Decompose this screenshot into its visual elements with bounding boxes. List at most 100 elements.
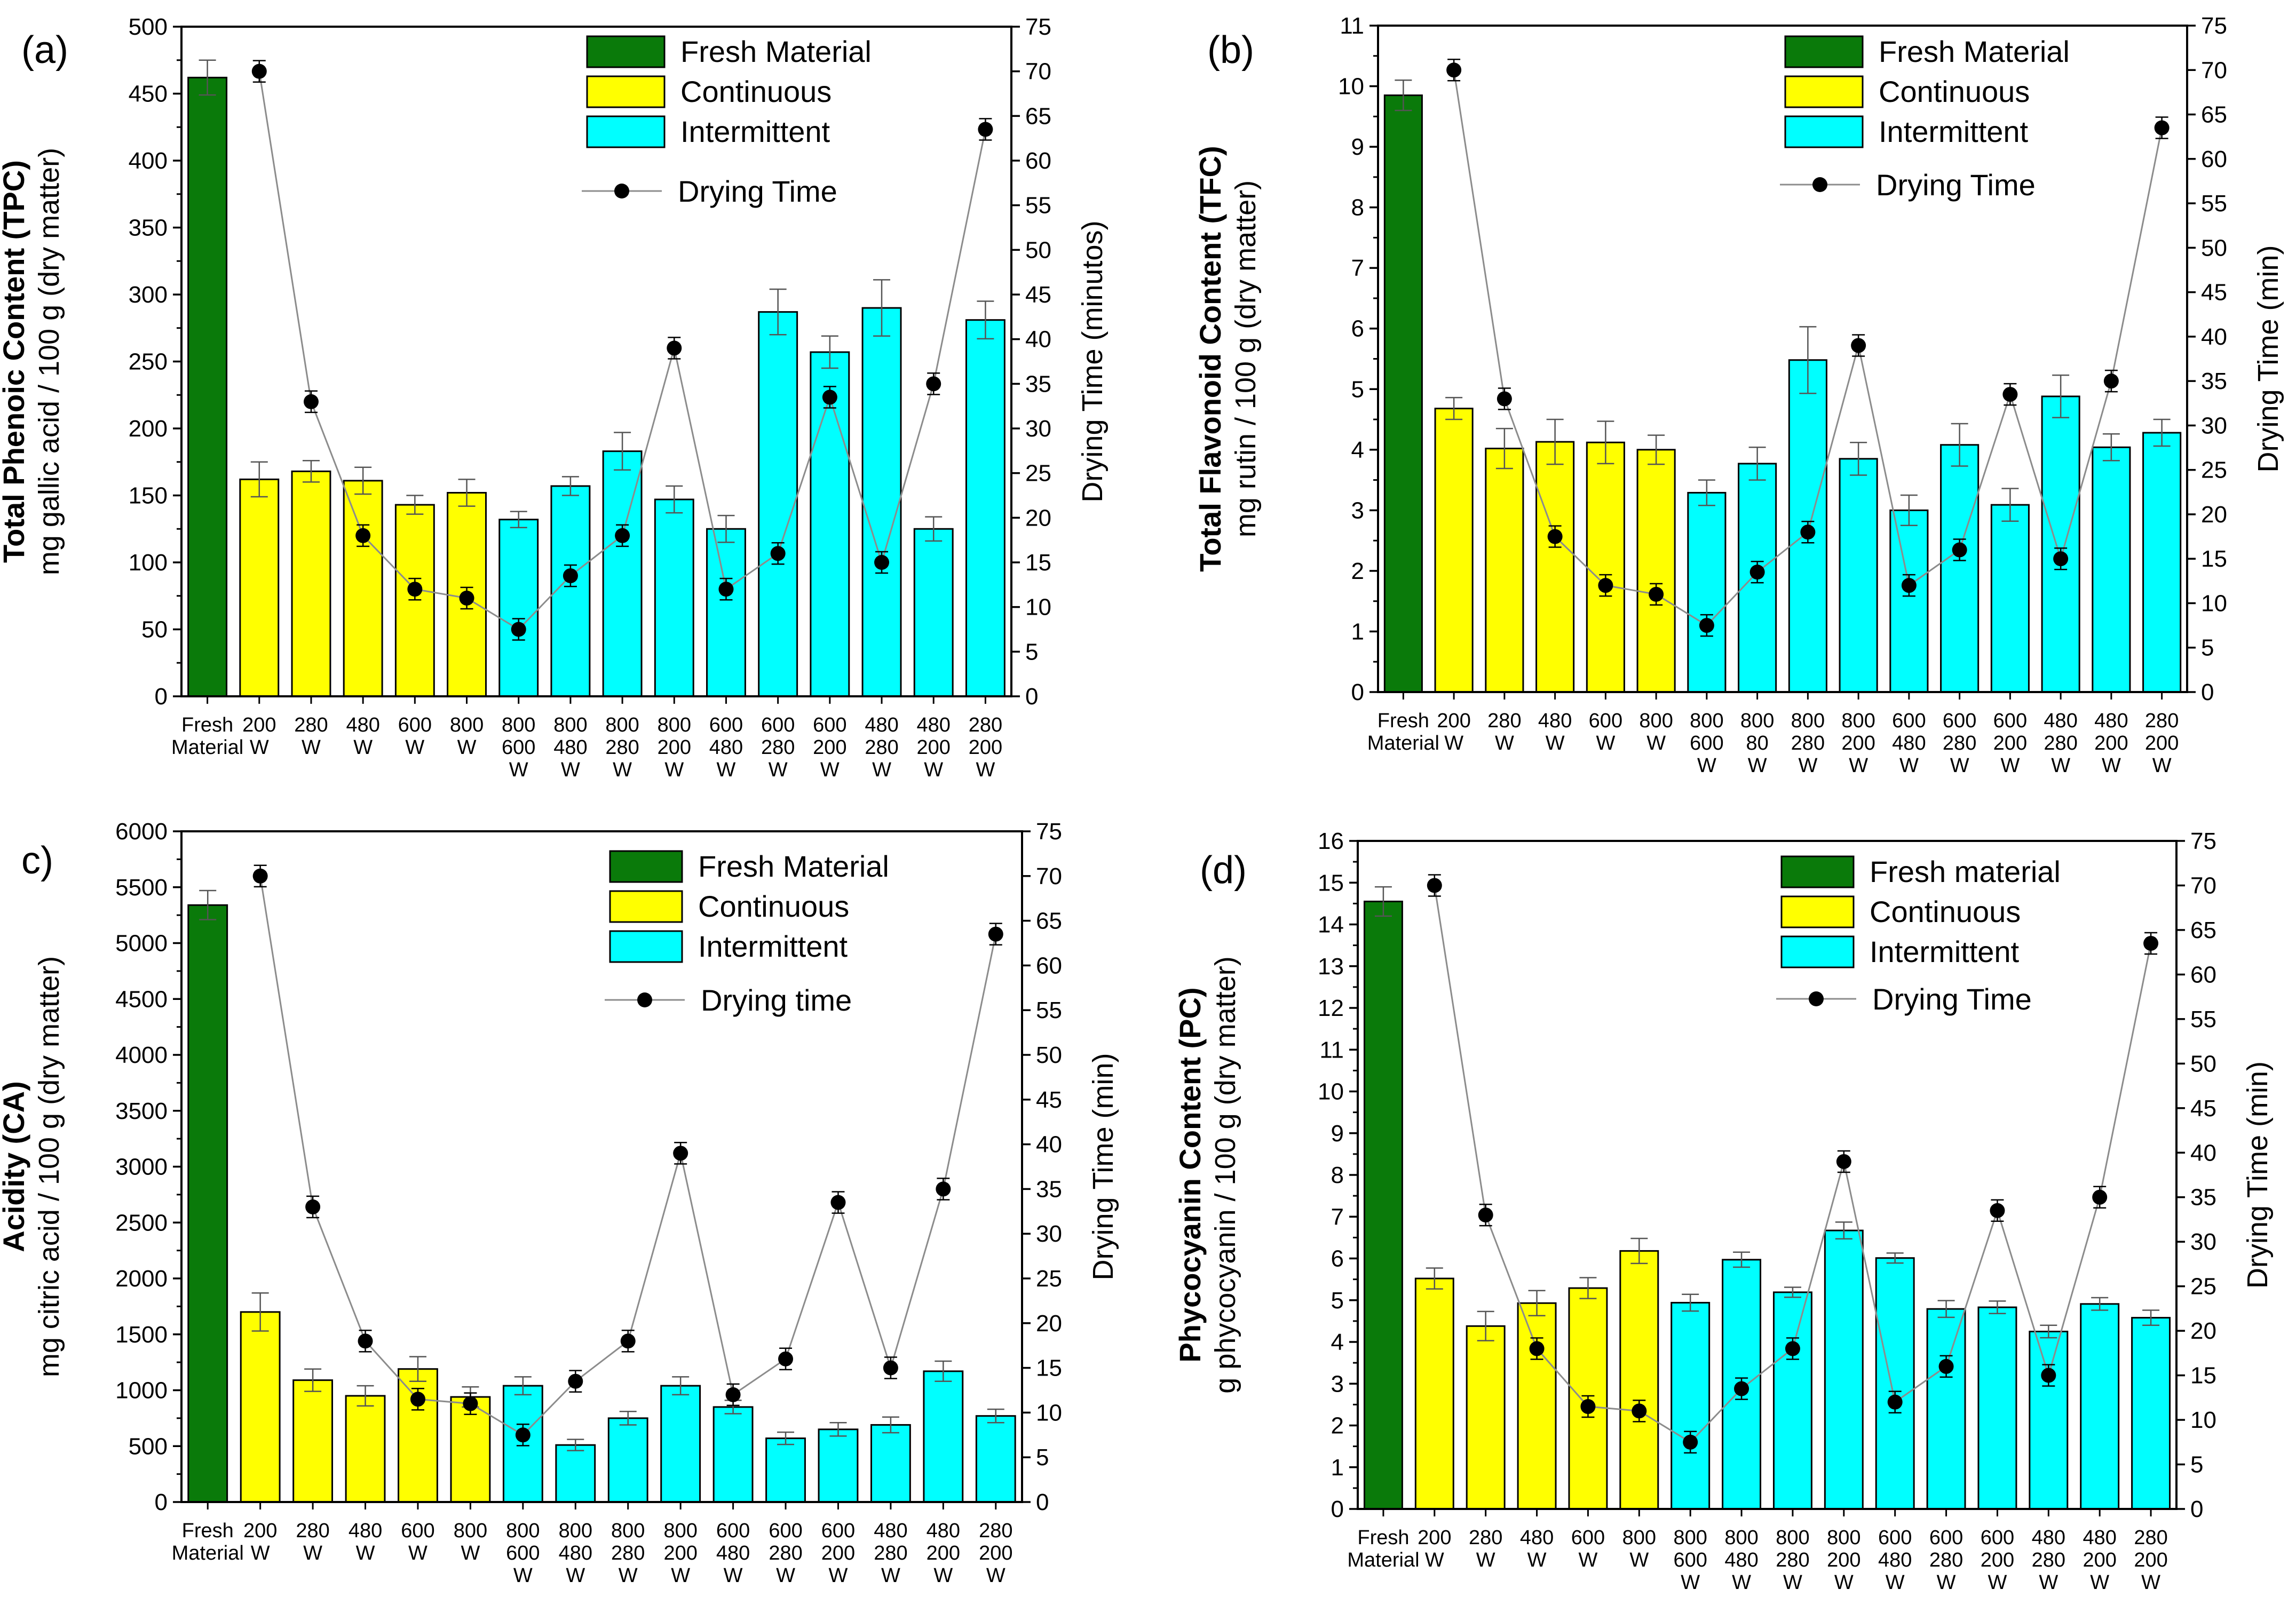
- bar: [1586, 441, 1625, 693]
- x-tick-label: W: [1950, 754, 1969, 777]
- x-tick-label: 280: [2145, 710, 2179, 732]
- bar: [2029, 1330, 2069, 1510]
- y2-tick-label: 70: [1036, 863, 1062, 889]
- y-axis-title: Total Flavonoid Content (TFC): [1193, 146, 1227, 571]
- x-tick-label: W: [1783, 1571, 1802, 1594]
- bar: [2142, 432, 2182, 693]
- y2-tick-label: 10: [1025, 594, 1051, 621]
- drying-time-point: [1887, 1394, 1903, 1410]
- y-tick-label: 500: [129, 1433, 168, 1459]
- y2-tick-label: 0: [2201, 679, 2214, 705]
- legend-label: Drying Time: [1876, 168, 2036, 202]
- drying-time-point: [778, 1351, 794, 1366]
- bar: [1977, 1306, 2017, 1510]
- x-tick-label: 800: [1690, 710, 1723, 732]
- x-tick-label: 600: [716, 1520, 750, 1542]
- x-tick-label: 200: [969, 736, 1002, 759]
- x-tick-label: W: [1681, 1571, 1700, 1594]
- x-tick-label: 200: [821, 1542, 855, 1564]
- x-tick-label: W: [933, 1564, 953, 1587]
- bar: [555, 1444, 596, 1503]
- x-tick-label: 480: [346, 714, 379, 736]
- bar: [1824, 1229, 1864, 1510]
- y2-tick-label: 55: [2190, 1006, 2216, 1032]
- bar: [660, 1385, 701, 1503]
- x-tick-label: 600: [1589, 710, 1622, 732]
- x-tick-label: 280: [296, 1520, 329, 1542]
- y-tick-label: 11: [1340, 13, 1364, 39]
- legend-marker: [637, 992, 652, 1007]
- legend-marker: [1809, 991, 1824, 1006]
- y2-tick-label: 65: [1036, 908, 1062, 934]
- bar: [1670, 1301, 1711, 1510]
- x-tick-label: W: [2000, 754, 2020, 777]
- bar: [2131, 1317, 2171, 1510]
- y2-tick-label: 45: [2201, 280, 2227, 306]
- bar: [765, 1437, 806, 1503]
- x-tick-label: 800: [502, 714, 535, 736]
- legend-label: Fresh Material: [680, 35, 872, 68]
- y2-tick-label: 40: [1025, 327, 1051, 353]
- x-tick-label: 280: [979, 1520, 1012, 1542]
- x-tick-label: W: [566, 1564, 585, 1587]
- chart-panel-4: (d)0123456789101112131415160510152025303…: [1173, 828, 2274, 1594]
- x-tick-label: W: [561, 759, 580, 781]
- drying-time-point: [1938, 1358, 1954, 1374]
- x-tick-label: W: [724, 1564, 743, 1587]
- y-tick-label: 4: [1331, 1329, 1344, 1355]
- bar: [1414, 1277, 1454, 1510]
- y-axis-title: Total Phenoic Content (TPC): [0, 160, 30, 563]
- y-tick-label: 6: [1331, 1246, 1344, 1272]
- y2-tick-label: 30: [1036, 1221, 1062, 1247]
- x-tick-label: 280: [865, 736, 898, 759]
- y-tick-label: 1: [1331, 1455, 1344, 1481]
- y-tick-label: 350: [129, 215, 168, 241]
- x-tick-label: W: [1425, 1549, 1444, 1571]
- y-tick-label: 1: [1351, 618, 1364, 645]
- x-tick-label: 480: [716, 1542, 750, 1564]
- y2-tick-label: 5: [2201, 635, 2214, 661]
- x-tick-label: 800: [1724, 1527, 1758, 1549]
- y-tick-label: 2500: [115, 1210, 168, 1236]
- x-tick-label: 280: [1776, 1549, 1809, 1571]
- drying-time-point: [463, 1396, 478, 1411]
- legend-label: Intermittent: [1879, 115, 2029, 148]
- bar: [1535, 441, 1575, 693]
- y-tick-label: 150: [129, 483, 168, 509]
- x-tick-label: 280: [1943, 732, 1976, 754]
- bar: [343, 480, 383, 697]
- x-tick-label: W: [1798, 754, 1817, 777]
- x-tick-label: W: [1937, 1571, 1956, 1594]
- legend-swatch: [1780, 895, 1855, 928]
- legend-swatch: [609, 850, 683, 883]
- drying-time-point: [1427, 878, 1442, 893]
- legend-swatch: [586, 115, 666, 148]
- y-axis-title: Acidity (CA): [0, 1081, 30, 1252]
- x-tick-label: W: [1629, 1549, 1649, 1571]
- x-tick-label: W: [1899, 754, 1919, 777]
- y-tick-label: 1000: [115, 1378, 168, 1404]
- x-tick-label: 800: [611, 1520, 645, 1542]
- x-tick-label: 600: [502, 736, 535, 759]
- x-tick-label: W: [1886, 1571, 1905, 1594]
- x-tick-label: W: [1748, 754, 1767, 777]
- x-tick-label: 200: [917, 736, 951, 759]
- x-tick-label: W: [1834, 1571, 1854, 1594]
- drying-time-point: [936, 1181, 951, 1197]
- bar: [292, 1379, 334, 1503]
- x-tick-label: 600: [1892, 710, 1926, 732]
- y-axis-subtitle: mg citric acid / 100 g (dry matter): [33, 956, 65, 1377]
- x-tick-label: 480: [2044, 710, 2077, 732]
- drying-time-point: [2143, 935, 2159, 951]
- drying-time-point: [358, 1333, 373, 1349]
- x-tick-label: W: [1697, 754, 1716, 777]
- x-tick-label: W: [976, 759, 995, 781]
- y2-tick-label: 45: [1025, 282, 1051, 308]
- y-tick-label: 8: [1331, 1162, 1344, 1188]
- drying-time-point: [251, 63, 267, 79]
- x-tick-label: 600: [1981, 1527, 2014, 1549]
- legend-label: Continuous: [680, 75, 832, 108]
- y-tick-label: 6000: [115, 819, 168, 845]
- y2-tick-label: 0: [1025, 684, 1038, 710]
- x-tick-label: 480: [553, 736, 587, 759]
